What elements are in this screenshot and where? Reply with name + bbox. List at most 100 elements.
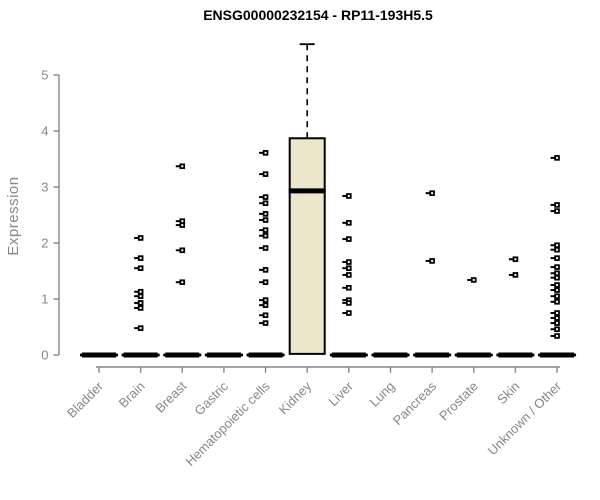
chart-title: ENSG00000232154 - RP11-193H5.5: [203, 7, 433, 23]
x-tick-label-bladder: Bladder: [64, 378, 107, 421]
outlier-point-brain: [134, 267, 139, 270]
outlier-point-hematopoietic-cells: [259, 212, 264, 215]
x-tick-label-prostate: Prostate: [436, 379, 481, 424]
outlier-point-center-breast: [181, 281, 184, 284]
outlier-point-pancreas: [425, 192, 430, 195]
outlier-point-center-unknown-other: [556, 300, 559, 303]
outlier-point-hematopoietic-cells: [259, 322, 264, 325]
outlier-point-liver: [342, 273, 347, 276]
outlier-point-center-hematopoietic-cells: [264, 299, 267, 302]
outlier-point-center-unknown-other: [556, 257, 559, 260]
outlier-point-center-hematopoietic-cells: [264, 212, 267, 215]
outlier-point-unknown-other: [550, 156, 555, 159]
outlier-point-center-unknown-other: [556, 272, 559, 275]
outlier-point-liver: [342, 267, 347, 270]
outlier-point-center-hematopoietic-cells: [264, 247, 267, 250]
outlier-point-center-brain: [139, 301, 142, 304]
outlier-point-center-unknown-other: [556, 210, 559, 213]
outlier-point-center-unknown-other: [556, 295, 559, 298]
y-tick-label-5: 5: [41, 68, 48, 83]
outlier-point-center-pancreas: [431, 192, 434, 195]
outlier-point-brain: [134, 327, 139, 330]
outlier-point-center-unknown-other: [556, 322, 559, 325]
x-tick-label-kidney: Kidney: [276, 378, 315, 417]
outlier-point-center-unknown-other: [556, 317, 559, 320]
box-kidney: [288, 137, 326, 355]
zero-box-unknown-other: [540, 352, 575, 358]
outlier-point-hematopoietic-cells: [259, 196, 264, 199]
y-tick-label-3: 3: [41, 180, 48, 195]
outlier-point-hematopoietic-cells: [259, 247, 264, 250]
outlier-point-hematopoietic-cells: [259, 268, 264, 271]
x-tick-label-liver: Liver: [325, 378, 356, 409]
x-tick-label-unknown-other: Unknown / Other: [485, 378, 565, 458]
zero-box-hematopoietic-cells: [248, 352, 283, 358]
outlier-point-unknown-other: [550, 266, 555, 269]
x-tick-label-lung: Lung: [367, 379, 398, 410]
zero-box-lung: [373, 352, 408, 358]
outlier-point-center-unknown-other: [556, 328, 559, 331]
outlier-point-center-liver: [347, 301, 350, 304]
outlier-point-center-hematopoietic-cells: [264, 234, 267, 237]
outlier-point-liver: [342, 238, 347, 241]
outlier-point-center-hematopoietic-cells: [264, 219, 267, 222]
outlier-point-breast: [175, 165, 180, 168]
zero-box-gastric: [206, 352, 241, 358]
outlier-point-unknown-other: [550, 203, 555, 206]
outlier-point-center-brain: [139, 290, 142, 293]
outlier-point-unknown-other: [550, 317, 555, 320]
outlier-point-center-liver: [347, 194, 350, 197]
outlier-point-center-hematopoietic-cells: [264, 322, 267, 325]
outlier-point-hematopoietic-cells: [259, 202, 264, 205]
outlier-point-liver: [342, 194, 347, 197]
outlier-point-center-liver: [347, 221, 350, 224]
outlier-point-center-liver: [347, 312, 350, 314]
outlier-point-breast: [175, 224, 180, 227]
outlier-point-hematopoietic-cells: [259, 234, 264, 237]
outlier-point-center-brain: [139, 327, 142, 330]
outlier-point-center-breast: [181, 165, 184, 168]
outlier-point-center-hematopoietic-cells: [264, 229, 267, 232]
outlier-point-pancreas: [425, 259, 430, 262]
y-tick-label-4: 4: [41, 124, 48, 139]
outlier-point-liver: [342, 286, 347, 289]
outlier-point-brain: [134, 257, 139, 260]
y-tick-label-0: 0: [41, 348, 48, 363]
x-tick-label-breast: Breast: [152, 378, 189, 415]
outlier-point-brain: [134, 301, 139, 304]
outlier-point-unknown-other: [550, 248, 555, 251]
x-tick-label-pancreas: Pancreas: [390, 378, 440, 428]
outlier-point-hematopoietic-cells: [259, 304, 264, 307]
zero-box-prostate: [456, 352, 491, 358]
outlier-point-liver: [342, 301, 347, 304]
outlier-point-breast: [175, 281, 180, 284]
outlier-point-center-hematopoietic-cells: [264, 304, 267, 307]
outlier-point-unknown-other: [550, 284, 555, 286]
outlier-point-center-hematopoietic-cells: [264, 314, 267, 317]
outlier-point-center-hematopoietic-cells: [264, 268, 267, 271]
outlier-point-center-skin: [514, 273, 517, 276]
zero-box-bladder: [82, 352, 116, 358]
zero-box-breast: [165, 352, 200, 358]
y-tick-label-2: 2: [41, 236, 48, 251]
x-tick-label-brain: Brain: [116, 379, 148, 411]
outlier-point-unknown-other: [550, 244, 555, 247]
outlier-point-liver: [342, 312, 347, 314]
zero-box-brain: [123, 352, 158, 358]
outlier-point-center-brain: [139, 295, 142, 298]
outlier-point-center-unknown-other: [556, 284, 559, 286]
outlier-point-center-hematopoietic-cells: [264, 202, 267, 205]
outlier-point-center-pancreas: [431, 259, 434, 262]
outlier-point-unknown-other: [550, 328, 555, 331]
outlier-point-center-breast: [181, 224, 184, 227]
outlier-point-unknown-other: [550, 295, 555, 298]
outlier-point-hematopoietic-cells: [259, 173, 264, 176]
outlier-point-unknown-other: [550, 300, 555, 303]
outlier-point-skin: [508, 258, 513, 261]
outlier-point-center-unknown-other: [556, 312, 559, 314]
outlier-point-unknown-other: [550, 272, 555, 275]
outlier-point-center-brain: [139, 267, 142, 270]
outlier-point-center-unknown-other: [556, 203, 559, 206]
zero-box-liver: [331, 352, 366, 358]
